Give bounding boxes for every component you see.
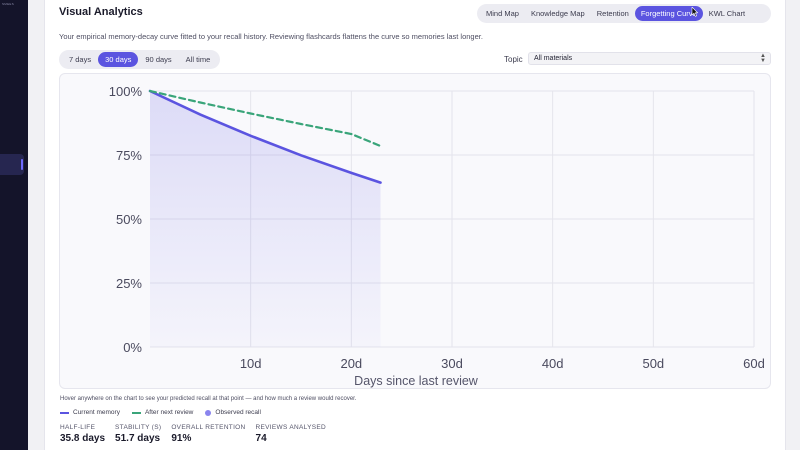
x-tick-label: 40d: [542, 356, 564, 371]
x-tick-label: 30d: [441, 356, 463, 371]
legend-solid-line-icon: [60, 411, 69, 414]
stat-value: 35.8 days: [60, 433, 106, 444]
legend-current-label: Current memory: [73, 409, 120, 416]
legend-after-label: After next review: [144, 409, 194, 416]
series-line-after-next-review: [148, 89, 382, 148]
chart-series: [148, 89, 382, 347]
stat-label: Stability (S): [115, 424, 162, 431]
legend-observed-recall: Observed recall: [205, 409, 261, 416]
y-tick-label: 50%: [116, 212, 142, 227]
legend-current-memory: Current memory: [60, 409, 120, 416]
x-tick-label: 10d: [240, 356, 262, 371]
stat-half-life: Half-life 35.8 days: [60, 424, 105, 444]
topic-select[interactable]: All materials ▲ ▼: [528, 52, 771, 65]
analytics-card: Visual Analytics Mind Map Knowledge Map …: [44, 0, 786, 450]
forgetting-curve-chart[interactable]: 100% 75% 50% 25% 0% 10d 20d 30d 40d 50d 60d Days …: [59, 73, 771, 389]
range-7-days[interactable]: 7 days: [69, 55, 92, 64]
sidebar-item-active[interactable]: [0, 154, 24, 175]
stat-stability: Stability (S) 51.7 days: [115, 424, 161, 444]
select-chevron-icon: ▲ ▼: [760, 53, 766, 64]
sidebar-brand: SMEES: [2, 2, 15, 6]
range-all-time[interactable]: All time: [185, 55, 211, 64]
stat-value: 51.7 days: [115, 433, 161, 444]
legend-dot-icon: [205, 409, 212, 416]
stat-value: 74: [255, 433, 267, 444]
time-range-selector: 7 days 30 days 90 days All time: [59, 50, 221, 69]
y-tick-label: 25%: [116, 276, 142, 291]
y-axis-ticks: 100% 75% 50% 25% 0%: [109, 84, 143, 355]
y-tick-label: 100%: [109, 84, 143, 99]
series-line-current-memory: [148, 89, 382, 184]
series-area-current-memory: [150, 91, 381, 347]
stats-row: Half-life 35.8 days Stability (S) 51.7 d…: [60, 424, 336, 444]
range-30-days[interactable]: 30 days: [98, 52, 139, 67]
chart-canvas: 100% 75% 50% 25% 0% 10d 20d 30d 40d 50d 60d Days …: [109, 84, 765, 388]
tab-retention[interactable]: Retention: [596, 9, 629, 18]
x-tick-label: 60d: [743, 356, 765, 371]
sidebar: SMEES: [0, 0, 28, 450]
stat-label: Reviews analysed: [255, 424, 326, 431]
page-title: Visual Analytics: [59, 6, 143, 18]
mouse-cursor-icon: [691, 7, 698, 17]
tab-forgetting-curve[interactable]: Forgetting Curve: [634, 6, 703, 21]
chart-hint: Hover anywhere on the chart to see your …: [60, 396, 357, 402]
stat-overall-retention: Overall retention 91%: [171, 424, 245, 444]
tab-knowledge-map[interactable]: Knowledge Map: [530, 9, 585, 18]
stat-reviews-analysed: Reviews analysed 74: [256, 424, 326, 444]
sidebar-active-indicator: [21, 159, 23, 170]
view-tabs: Mind Map Knowledge Map Retention Forgett…: [477, 4, 771, 23]
page-subtitle: Your empirical memory-decay curve fitted…: [59, 32, 483, 41]
legend-dashed-line-icon: [131, 411, 141, 414]
topic-label: Topic: [504, 55, 523, 64]
legend-observed-label: Observed recall: [215, 409, 261, 416]
x-tick-label: 20d: [340, 356, 362, 371]
topic-select-value: All materials: [534, 54, 573, 62]
tab-kwl-chart[interactable]: KWL Chart: [708, 9, 746, 18]
tab-mind-map[interactable]: Mind Map: [486, 9, 519, 18]
chart-legend: Current memory After next review Observe…: [60, 409, 273, 416]
y-tick-label: 0%: [123, 340, 142, 355]
legend-after-review: After next review: [131, 409, 194, 416]
x-tick-label: 50d: [642, 356, 664, 371]
x-axis-ticks: 10d 20d 30d 40d 50d 60d: [240, 356, 765, 371]
x-axis-label: Days since last review: [354, 374, 479, 388]
stat-value: 91%: [171, 433, 192, 444]
range-90-days[interactable]: 90 days: [145, 55, 172, 64]
stat-label: Overall retention: [171, 424, 246, 431]
y-tick-label: 75%: [116, 148, 142, 163]
stat-label: Half-life: [60, 424, 96, 431]
